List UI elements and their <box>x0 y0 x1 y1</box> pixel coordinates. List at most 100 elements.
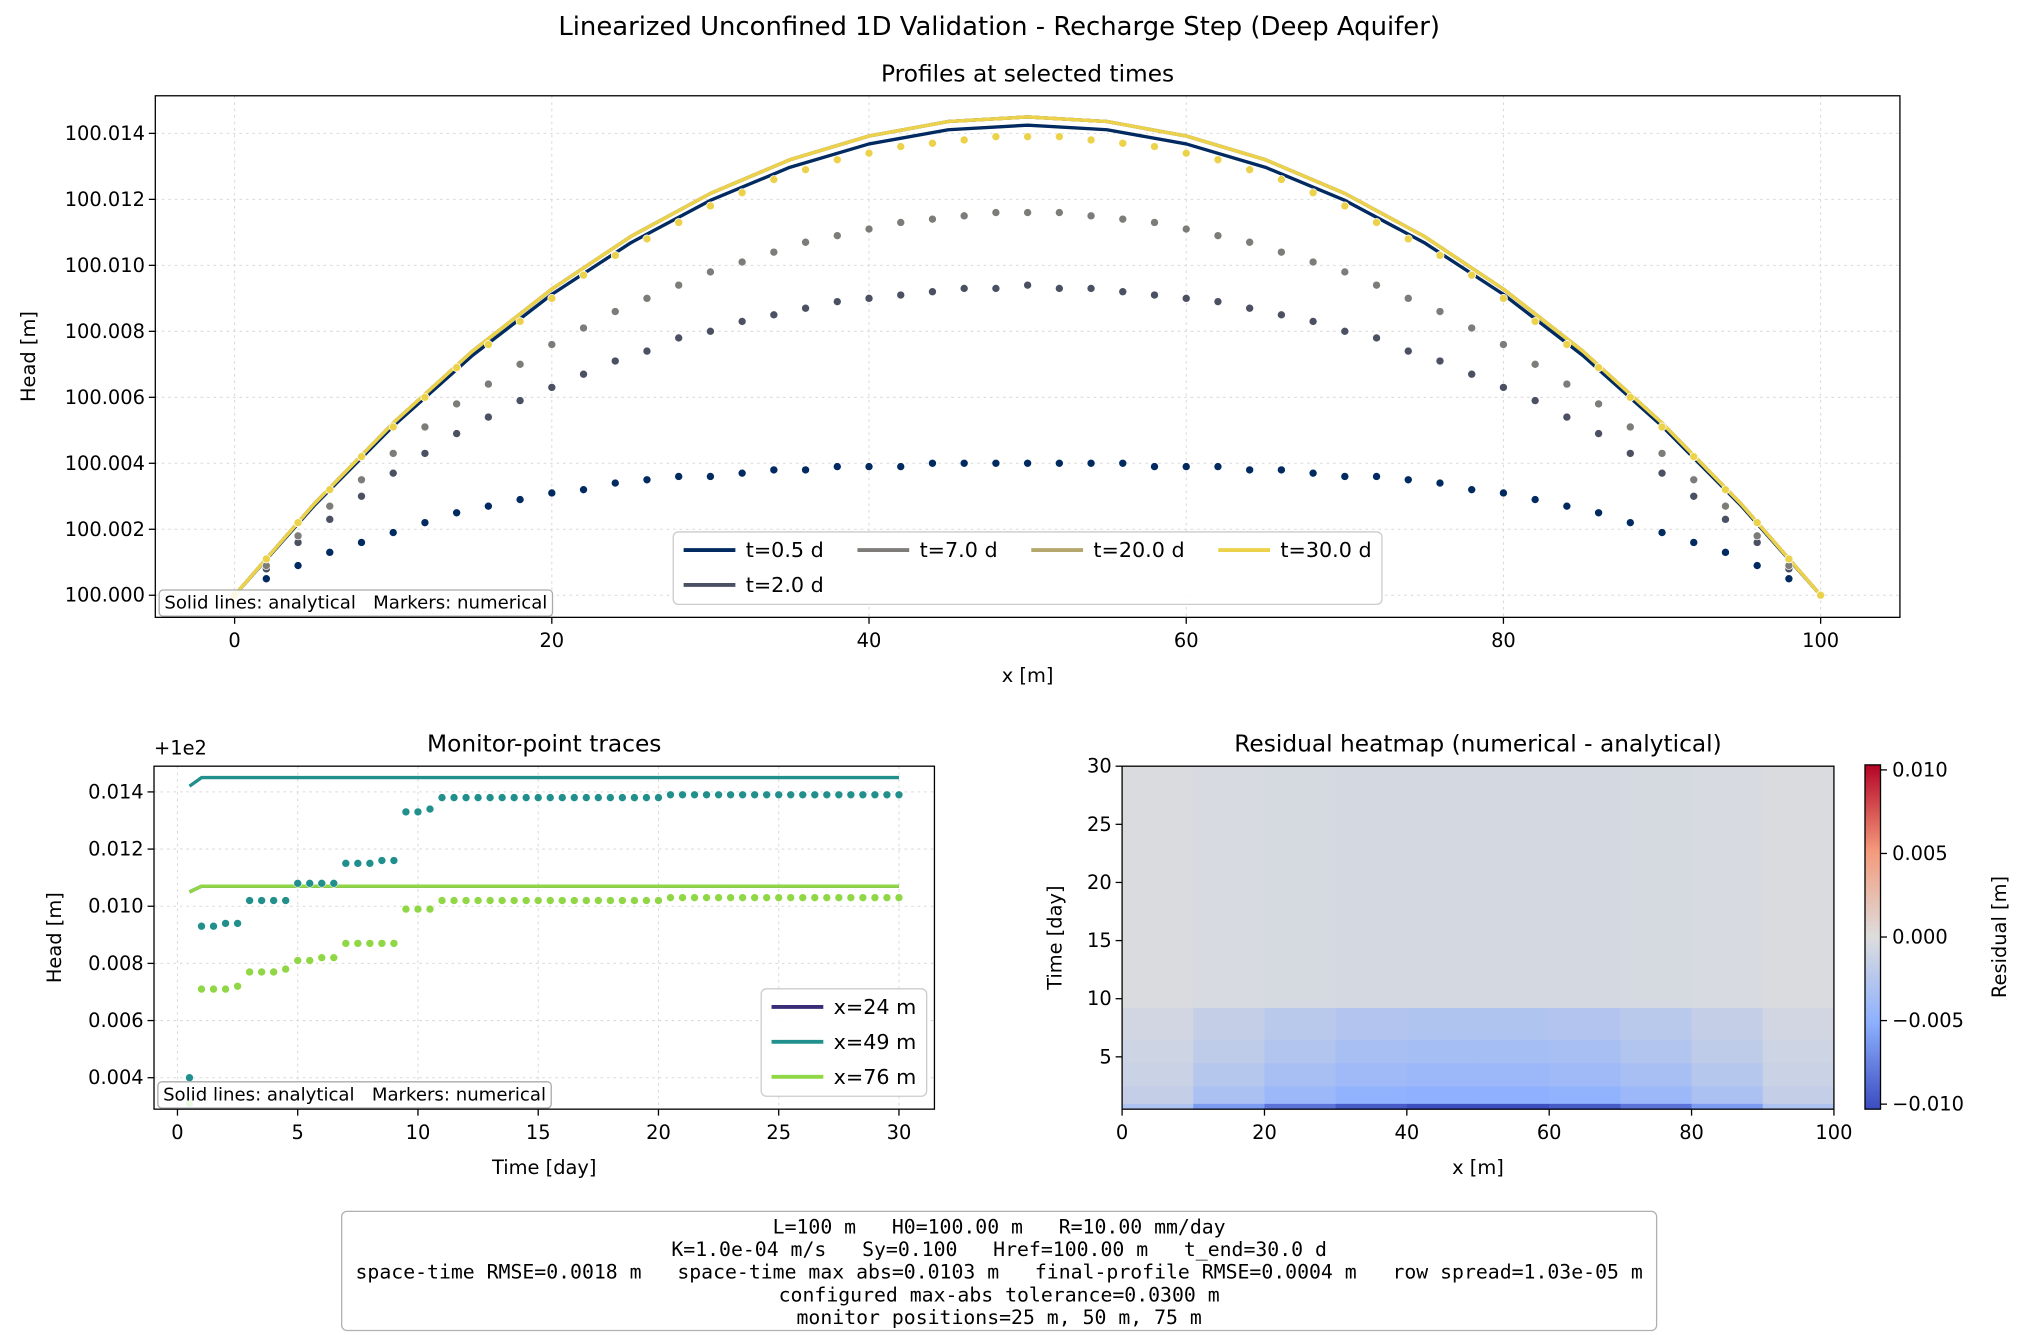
numerical-marker <box>1562 379 1572 389</box>
numerical-marker <box>1023 208 1032 217</box>
numerical-marker <box>1403 346 1413 356</box>
numerical-marker <box>1467 270 1477 280</box>
numerical-marker <box>896 142 906 151</box>
numerical-marker <box>654 793 663 802</box>
numerical-marker <box>769 465 779 475</box>
numerical-marker <box>1372 218 1381 227</box>
heatmap-cell <box>1264 1103 1337 1110</box>
heatmap-cell <box>1122 1103 1194 1110</box>
heatmap-cell <box>1264 1085 1337 1104</box>
numerical-marker <box>261 554 271 564</box>
numerical-marker <box>822 790 832 800</box>
numerical-marker <box>706 201 715 211</box>
heatmap-cell <box>1122 1039 1194 1064</box>
numerical-marker <box>959 458 969 468</box>
numerical-marker <box>581 896 591 905</box>
legend-box <box>672 531 1383 606</box>
numerical-marker <box>209 921 218 931</box>
numerical-marker <box>864 293 874 303</box>
legend: t=0.5 d t=2.0 d t=7.0 d t=20.0 d t=30.0 d <box>672 531 1383 606</box>
heatmap-cell <box>1193 1007 1265 1040</box>
numerical-marker <box>991 208 1001 217</box>
numerical-marker <box>1435 478 1445 488</box>
heatmap-cell <box>1620 1103 1693 1110</box>
numerical-marker <box>928 458 937 468</box>
note-box <box>158 589 554 617</box>
heatmap-cell <box>1762 1062 1835 1087</box>
legend-label: t=7.0 d <box>920 538 998 562</box>
heatmap-cell <box>1406 1062 1479 1087</box>
numerical-marker <box>798 790 808 800</box>
y-axis-label: Head [m] <box>43 892 66 983</box>
numerical-marker <box>606 793 615 802</box>
numerical-marker <box>420 518 430 528</box>
colorbar-tick-label: −0.005 <box>1892 1009 1964 1032</box>
analytical-line <box>233 115 1822 597</box>
numerical-marker <box>1277 310 1286 320</box>
legend-label: x=49 m <box>834 1030 917 1054</box>
numerical-marker <box>642 793 651 802</box>
numerical-marker <box>245 967 254 977</box>
numerical-marker <box>425 804 435 814</box>
heatmap-cell <box>1478 1103 1550 1110</box>
numerical-marker <box>610 307 620 316</box>
heatmap-cell <box>1478 1039 1550 1064</box>
numerical-marker <box>1467 369 1477 379</box>
legend-label: t=20.0 d <box>1093 538 1184 562</box>
numerical-marker <box>1150 462 1159 471</box>
numerical-marker <box>293 956 303 965</box>
axes-title: Monitor-point traces <box>427 731 661 758</box>
heatmap-cell <box>1193 1039 1265 1064</box>
y-tick-label: 0.004 <box>88 1066 144 1089</box>
numerical-marker <box>293 531 303 541</box>
numerical-marker <box>357 491 366 501</box>
heatmap-cell <box>1193 1062 1265 1087</box>
numerical-marker <box>642 293 652 303</box>
x-tick-label: 30 <box>887 1121 912 1144</box>
numerical-marker <box>1086 284 1096 293</box>
numerical-marker <box>832 462 842 471</box>
heatmap-cell <box>1691 1039 1764 1064</box>
numerical-marker <box>388 422 398 432</box>
numerical-marker <box>822 893 832 902</box>
numerical-marker <box>1594 399 1603 409</box>
heatmap-cell <box>1762 1007 1835 1040</box>
numerical-marker <box>515 396 525 405</box>
numerical-marker <box>870 790 880 800</box>
numerical-marker <box>261 574 271 584</box>
colorbar-label: Residual [m] <box>1988 876 2011 998</box>
numerical-marker <box>928 287 937 297</box>
numerical-marker <box>515 317 525 326</box>
numerical-marker <box>1308 468 1318 478</box>
numerical-marker <box>473 896 483 905</box>
numerical-marker <box>1594 429 1603 438</box>
numerical-marker <box>257 967 266 977</box>
numerical-marker <box>1118 458 1128 468</box>
numerical-marker <box>769 175 779 184</box>
y-tick-label: 20 <box>1087 871 1112 894</box>
numerical-marker <box>769 310 779 320</box>
numerical-marker <box>991 458 1001 468</box>
numerical-marker <box>452 508 461 518</box>
y-tick-label: 100.008 <box>65 320 145 343</box>
numerical-marker <box>594 896 603 905</box>
numerical-marker <box>810 893 820 902</box>
numerical-marker <box>1181 224 1191 234</box>
x-tick-label: 100 <box>1802 629 1839 652</box>
heatmap-cell <box>1478 766 1550 1008</box>
numerical-marker <box>413 904 423 914</box>
numerical-marker <box>858 790 868 800</box>
numerical-marker <box>714 790 723 800</box>
numerical-marker <box>1340 267 1350 277</box>
heatmap-cell <box>1691 1103 1764 1110</box>
y-tick-label: 10 <box>1087 987 1112 1010</box>
colorbar-tick-label: 0.000 <box>1892 926 1948 949</box>
numerical-marker <box>1055 284 1064 293</box>
heatmap-cell <box>1193 1085 1265 1104</box>
legend-label: x=24 m <box>834 995 917 1019</box>
heatmap-cell <box>1406 1007 1479 1040</box>
numerical-marker <box>882 790 892 800</box>
info-line: L=100 m H0=100.00 m R=10.00 mm/day <box>773 1215 1226 1238</box>
numerical-marker <box>1308 317 1318 326</box>
